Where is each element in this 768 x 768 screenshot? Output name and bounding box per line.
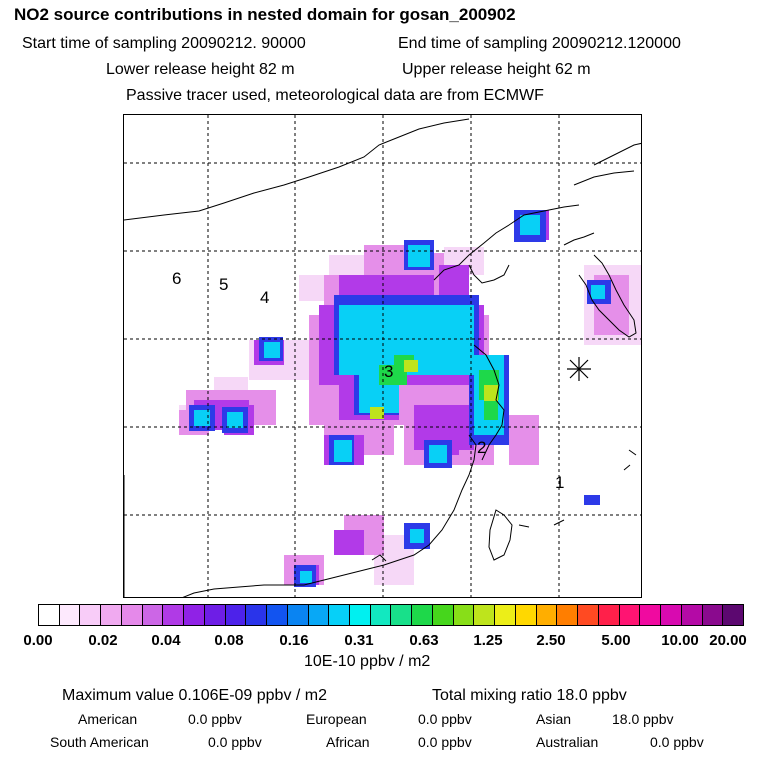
colorbar-tick: 0.08 <box>214 632 244 649</box>
colorbar-cell <box>121 605 143 625</box>
colorbar-cell <box>432 605 454 625</box>
colorbar-cell <box>80 605 102 625</box>
region-value-european: 0.0 ppbv <box>418 711 472 727</box>
colorbar-cell <box>287 605 309 625</box>
colorbar-tick: 10.00 <box>661 632 699 649</box>
colorbar <box>38 604 744 626</box>
region-value-asian: 18.0 ppbv <box>612 711 674 727</box>
colorbar-tick: 0.04 <box>151 632 181 649</box>
colorbar-cell <box>640 605 662 625</box>
colorbar-tick: 0.31 <box>344 632 374 649</box>
colorbar-cell <box>246 605 268 625</box>
colorbar-cell <box>578 605 599 625</box>
colorbar-cell <box>329 605 351 625</box>
colorbar-tick: 5.00 <box>601 632 631 649</box>
colorbar-cell <box>101 605 122 625</box>
region-name-european: European <box>306 711 367 727</box>
region-label-2: 2 <box>477 438 486 457</box>
region-label-6: 6 <box>172 269 181 288</box>
region-label-4: 4 <box>260 288 269 307</box>
colorbar-tick: 2.50 <box>536 632 566 649</box>
source-contribution-map: 1 2 3 4 5 6 <box>123 114 642 598</box>
colorbar-cell <box>267 605 288 625</box>
lat-lon-grid <box>124 115 641 597</box>
receptor-asterisk-icon <box>567 357 591 381</box>
map-svg: 1 2 3 4 5 6 <box>124 115 641 597</box>
colorbar-cell <box>557 605 579 625</box>
colorbar-cell <box>184 605 205 625</box>
coastlines <box>124 118 641 597</box>
region-label-5: 5 <box>219 275 228 294</box>
region-name-south-american: South American <box>50 734 149 750</box>
colorbar-cell <box>59 605 81 625</box>
colorbar-cell <box>391 605 413 625</box>
region-name-african: African <box>326 734 370 750</box>
colorbar-cell <box>163 605 185 625</box>
colorbar-cell <box>661 605 682 625</box>
colorbar-cell <box>142 605 164 625</box>
colorbar-cell <box>308 605 330 625</box>
total-mixing-ratio-text: Total mixing ratio 18.0 ppbv <box>432 687 627 704</box>
colorbar-cell <box>204 605 226 625</box>
colorbar-cell <box>515 605 537 625</box>
colorbar-cell <box>681 605 703 625</box>
region-value-american: 0.0 ppbv <box>188 711 242 727</box>
region-label-1: 1 <box>555 473 564 492</box>
colorbar-cell <box>39 605 60 625</box>
colorbar-cell <box>370 605 392 625</box>
region-value-south-american: 0.0 ppbv <box>208 734 262 750</box>
colorbar-cell <box>619 605 641 625</box>
region-label-3: 3 <box>384 362 393 381</box>
region-value-australian: 0.0 ppbv <box>650 734 704 750</box>
colorbar-tick: 1.25 <box>473 632 503 649</box>
colorbar-unit: 10E-10 ppbv / m2 <box>304 653 431 670</box>
colorbar-cell <box>412 605 433 625</box>
colorbar-cell <box>702 605 724 625</box>
colorbar-cell <box>723 605 743 625</box>
colorbar-cell <box>474 605 496 625</box>
region-name-american: American <box>78 711 138 727</box>
lower-height-text: Lower release height 82 m <box>106 61 295 78</box>
met-data-note: Passive tracer used, meteorological data… <box>126 87 544 104</box>
colorbar-cell <box>453 605 475 625</box>
start-time-text: Start time of sampling 20090212. 90000 <box>22 35 306 52</box>
region-value-african: 0.0 ppbv <box>418 734 472 750</box>
colorbar-tick: 20.00 <box>709 632 747 649</box>
colorbar-tick: 0.16 <box>279 632 309 649</box>
colorbar-tick: 0.00 <box>23 632 53 649</box>
plot-title: NO2 source contributions in nested domai… <box>14 5 516 24</box>
colorbar-cell <box>495 605 516 625</box>
end-time-text: End time of sampling 20090212.120000 <box>398 35 681 52</box>
upper-height-text: Upper release height 62 m <box>402 61 591 78</box>
colorbar-cell <box>536 605 558 625</box>
region-name-asian: Asian <box>536 711 572 727</box>
plume-yellow <box>370 360 498 419</box>
colorbar-tick: 0.02 <box>88 632 118 649</box>
maximum-value-text: Maximum value 0.106E-09 ppbv / m2 <box>62 687 328 704</box>
colorbar-cell <box>598 605 620 625</box>
region-name-australian: Australian <box>536 734 599 750</box>
colorbar-cell <box>350 605 371 625</box>
colorbar-tick: 0.63 <box>409 632 439 649</box>
colorbar-cell <box>225 605 247 625</box>
